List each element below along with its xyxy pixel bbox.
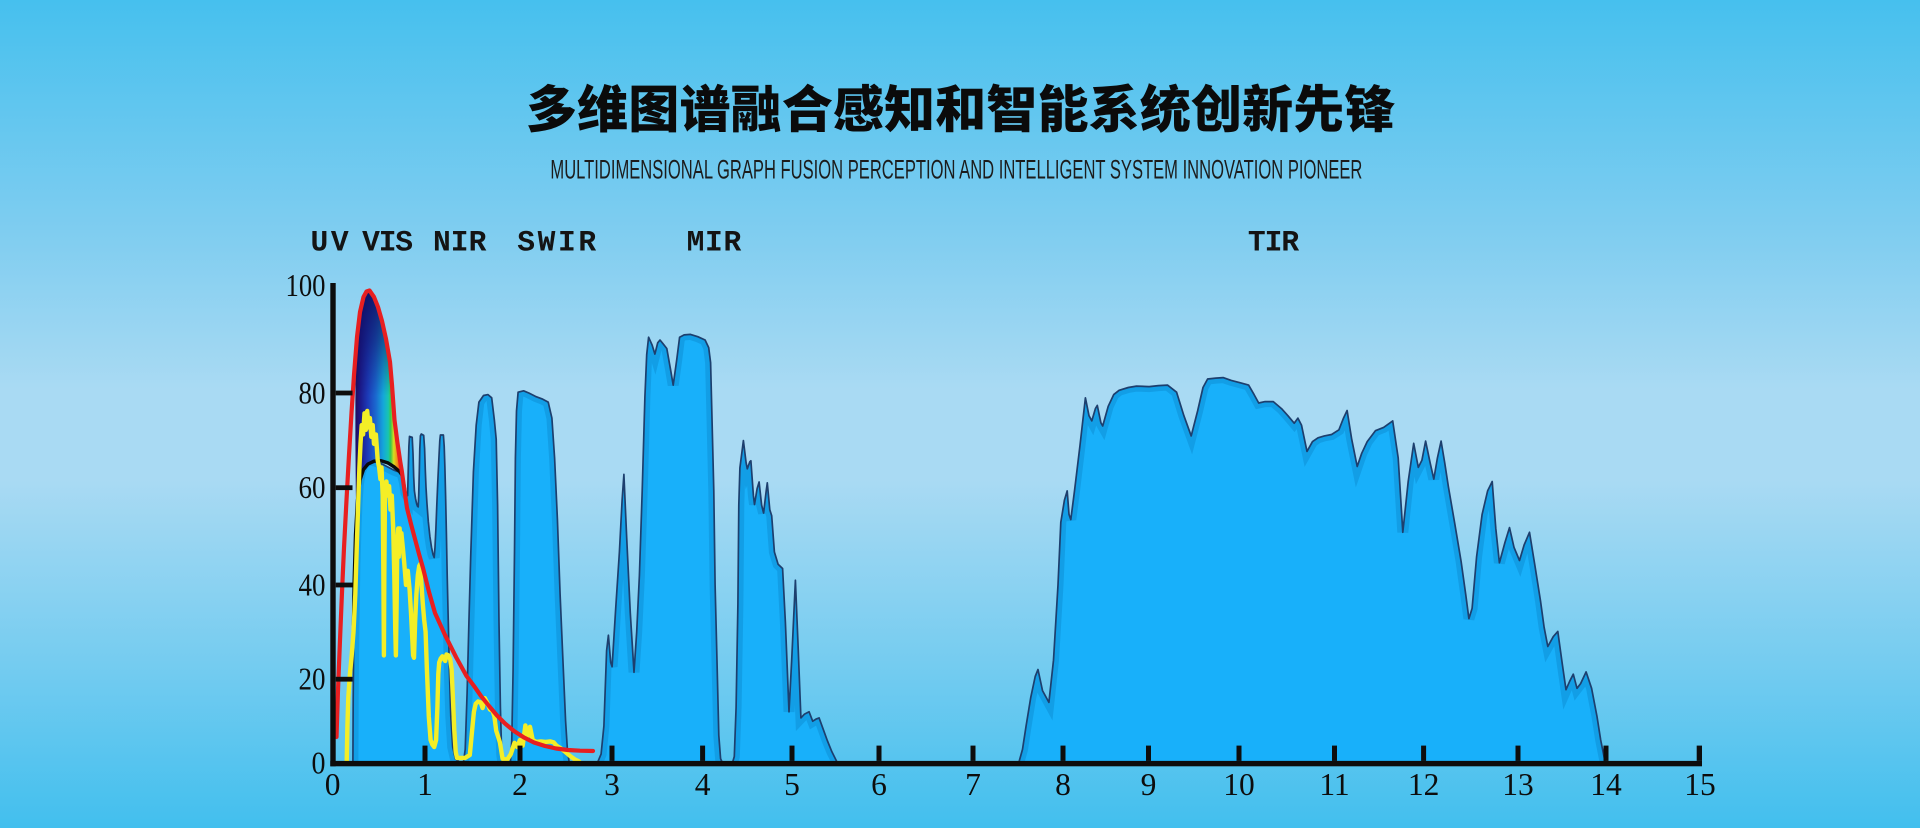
svg-text:MIR: MIR: [687, 226, 742, 260]
svg-text:12: 12: [1408, 767, 1440, 802]
svg-text:7: 7: [965, 767, 981, 802]
svg-text:100: 100: [286, 268, 326, 303]
svg-text:SWIR: SWIR: [517, 226, 598, 260]
svg-text:1: 1: [417, 767, 433, 802]
svg-text:40: 40: [299, 568, 326, 603]
svg-text:11: 11: [1319, 767, 1349, 802]
svg-text:3: 3: [604, 767, 620, 802]
svg-text:0: 0: [325, 767, 341, 802]
svg-text:20: 20: [299, 662, 326, 697]
svg-text:VIS: VIS: [362, 226, 412, 260]
svg-text:4: 4: [695, 767, 711, 802]
svg-text:TIR: TIR: [1248, 226, 1300, 260]
svg-text:6: 6: [871, 767, 887, 802]
svg-text:5: 5: [784, 767, 800, 802]
svg-text:8: 8: [1055, 767, 1071, 802]
svg-text:10: 10: [1223, 767, 1255, 802]
svg-text:14: 14: [1590, 767, 1622, 802]
svg-text:15: 15: [1684, 767, 1716, 802]
svg-text:80: 80: [299, 376, 326, 411]
svg-text:60: 60: [299, 470, 326, 505]
svg-text:MULTIDIMENSIONAL GRAPH FUSION: MULTIDIMENSIONAL GRAPH FUSION PERCEPTION…: [550, 155, 1362, 185]
svg-text:NIR: NIR: [433, 226, 487, 260]
svg-text:13: 13: [1502, 767, 1534, 802]
svg-text:UV: UV: [310, 226, 351, 260]
svg-text:0: 0: [312, 746, 326, 781]
svg-text:9: 9: [1141, 767, 1157, 802]
svg-text:2: 2: [512, 767, 528, 802]
